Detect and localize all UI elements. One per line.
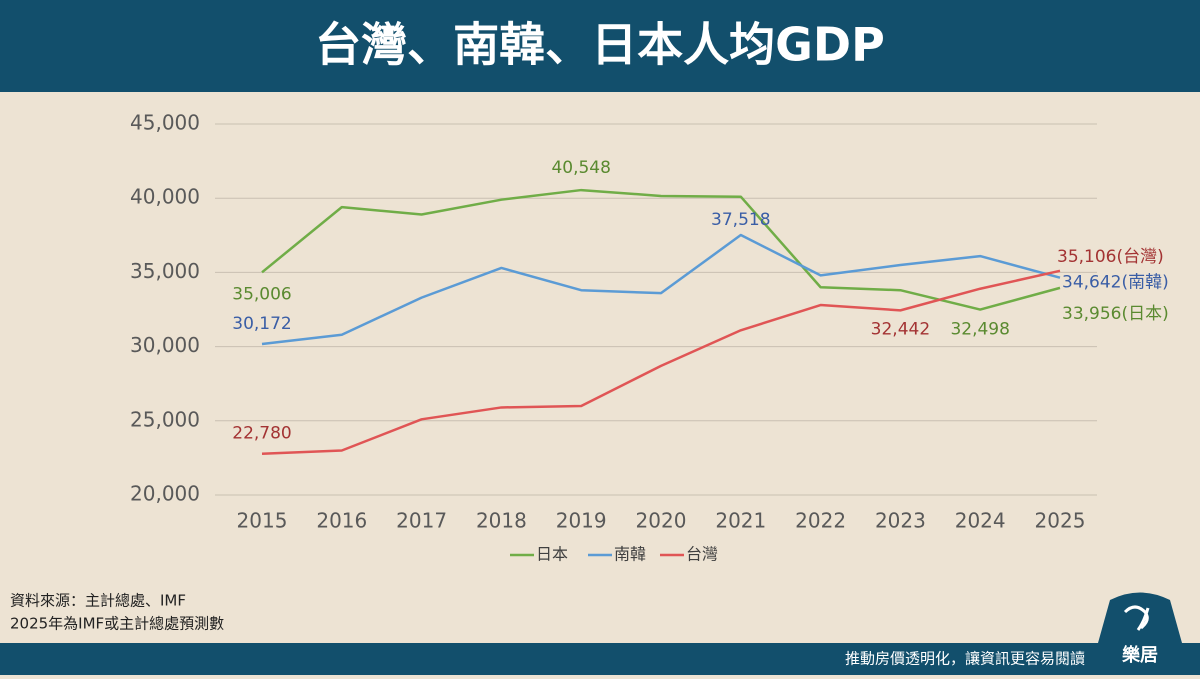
y-tick-label: 35,000 [130,259,200,283]
note: 2025年為IMF或主計總處預測數 [10,615,224,633]
series-line [261,233,1061,346]
x-tick-label: 2022 [795,509,846,533]
x-tick-label: 2019 [556,509,607,533]
series-line [261,269,1061,455]
x-tick-label: 2018 [476,509,527,533]
y-tick-label: 20,000 [130,482,200,506]
series-line [261,188,1061,311]
legend-label: 南韓 [614,545,646,564]
x-tick-label: 2015 [237,509,288,533]
footer-text: 推動房價透明化，讓資訊更容易閱讀 [845,650,1085,668]
x-tick-label: 2020 [636,509,687,533]
source: 資料來源：主計總處、IMF [10,592,186,610]
title-bar [0,0,1200,92]
y-tick-label: 25,000 [130,407,200,431]
legend-label: 台灣 [686,545,718,564]
value-label: 22,780 [232,424,291,444]
logo-shape [1098,592,1182,643]
value-label: 35,106(台灣) [1057,247,1164,267]
value-label: 34,642(南韓) [1062,273,1169,293]
value-label: 30,172 [232,314,291,334]
value-label: 40,548 [551,158,610,178]
y-tick-label: 45,000 [130,111,200,135]
chart-title: 台灣、南韓、日本人均GDP [315,18,885,72]
value-label: 35,006 [232,284,291,304]
value-label: 37,518 [711,210,770,230]
x-tick-label: 2016 [316,509,367,533]
value-label: 32,498 [950,320,1009,340]
legend-label: 日本 [536,545,568,564]
x-tick-label: 2017 [396,509,447,533]
x-tick-label: 2025 [1035,509,1086,533]
logo-icon [1123,605,1150,631]
value-label: 33,956(日本) [1062,304,1169,324]
brand: 樂居 [1122,644,1158,666]
y-tick-label: 30,000 [130,333,200,357]
y-tick-label: 40,000 [130,185,200,209]
x-tick-label: 2023 [875,509,926,533]
footer-bar [0,643,1200,675]
value-label: 32,442 [871,319,930,339]
x-tick-label: 2024 [955,509,1006,533]
plot: 20,000 25,000 30,000 35,000 40,000 45,000 2015… [130,111,1169,564]
x-tick-label: 2021 [715,509,766,533]
